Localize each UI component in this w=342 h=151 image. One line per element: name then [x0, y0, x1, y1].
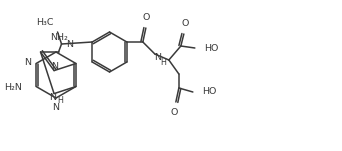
Text: N: N — [53, 103, 60, 112]
Text: HO: HO — [204, 43, 218, 53]
Text: H: H — [57, 96, 63, 105]
Text: N: N — [50, 93, 56, 102]
Text: HO: HO — [202, 87, 216, 96]
Text: O: O — [181, 19, 188, 28]
Text: O: O — [142, 13, 149, 22]
Text: O: O — [170, 108, 177, 117]
Text: N: N — [24, 58, 31, 67]
Text: H: H — [160, 58, 166, 66]
Text: NH₂: NH₂ — [50, 33, 68, 42]
Text: H₂N: H₂N — [4, 83, 22, 92]
Text: N: N — [154, 53, 161, 61]
Text: N: N — [67, 40, 74, 48]
Text: H₃C: H₃C — [36, 18, 54, 27]
Text: N: N — [52, 62, 58, 71]
